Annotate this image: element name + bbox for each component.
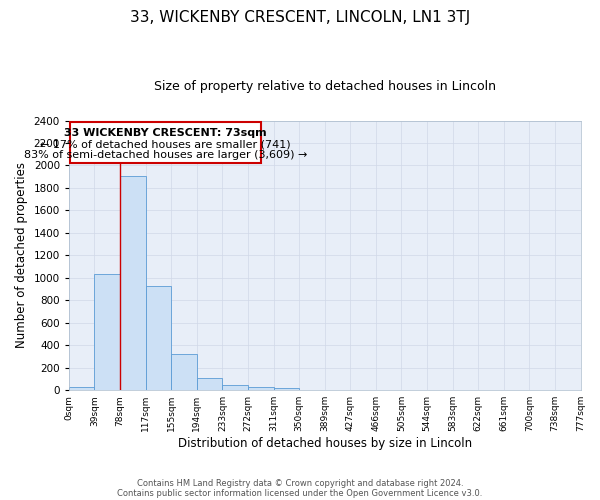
Bar — [223, 384, 248, 390]
Text: 33 WICKENBY CRESCENT: 73sqm: 33 WICKENBY CRESCENT: 73sqm — [64, 128, 267, 138]
Bar — [248, 387, 274, 390]
Title: Size of property relative to detached houses in Lincoln: Size of property relative to detached ho… — [154, 80, 496, 93]
Bar — [274, 388, 299, 390]
Y-axis label: Number of detached properties: Number of detached properties — [15, 162, 28, 348]
Text: Contains public sector information licensed under the Open Government Licence v3: Contains public sector information licen… — [118, 488, 482, 498]
Bar — [146, 286, 171, 390]
Text: Contains HM Land Registry data © Crown copyright and database right 2024.: Contains HM Land Registry data © Crown c… — [137, 478, 463, 488]
Text: 83% of semi-detached houses are larger (3,609) →: 83% of semi-detached houses are larger (… — [24, 150, 307, 160]
Bar — [120, 176, 146, 390]
FancyBboxPatch shape — [70, 122, 261, 164]
Bar — [171, 354, 197, 390]
X-axis label: Distribution of detached houses by size in Lincoln: Distribution of detached houses by size … — [178, 437, 472, 450]
Bar — [69, 388, 94, 390]
Bar — [94, 274, 120, 390]
Text: 33, WICKENBY CRESCENT, LINCOLN, LN1 3TJ: 33, WICKENBY CRESCENT, LINCOLN, LN1 3TJ — [130, 10, 470, 25]
Bar — [197, 378, 223, 390]
Text: ← 17% of detached houses are smaller (741): ← 17% of detached houses are smaller (74… — [40, 139, 291, 149]
